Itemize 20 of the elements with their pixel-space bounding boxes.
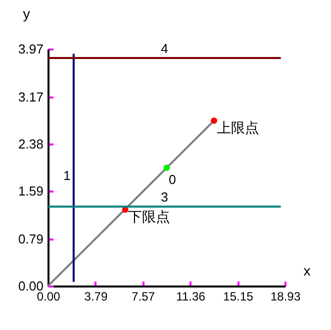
x-tick-label: 11.36: [176, 290, 206, 304]
y-axis-title: y: [23, 6, 30, 22]
series-label: 3: [160, 190, 168, 205]
y-tick-label: 3.97: [18, 42, 44, 56]
y-tick-label: 3.17: [18, 89, 44, 104]
series-label: 1: [63, 168, 71, 183]
y-tick-label: 0.79: [18, 231, 44, 246]
y-tick-label: 2.38: [18, 136, 44, 152]
series-label: 0: [168, 172, 176, 187]
annotation: 下限点: [128, 208, 170, 225]
annotation: 上限点: [217, 120, 260, 136]
point: [164, 164, 170, 171]
series-label: 4: [160, 40, 168, 56]
point: [210, 117, 218, 124]
y-tick-label: 1.59: [18, 184, 44, 199]
x-axis-title: x: [304, 262, 310, 278]
x-tick-label: 3.79: [84, 290, 108, 304]
x-tick-label: 15.15: [223, 290, 254, 304]
x-tick-label: 18.93: [270, 290, 301, 304]
x-tick-label: 7.57: [132, 290, 156, 304]
